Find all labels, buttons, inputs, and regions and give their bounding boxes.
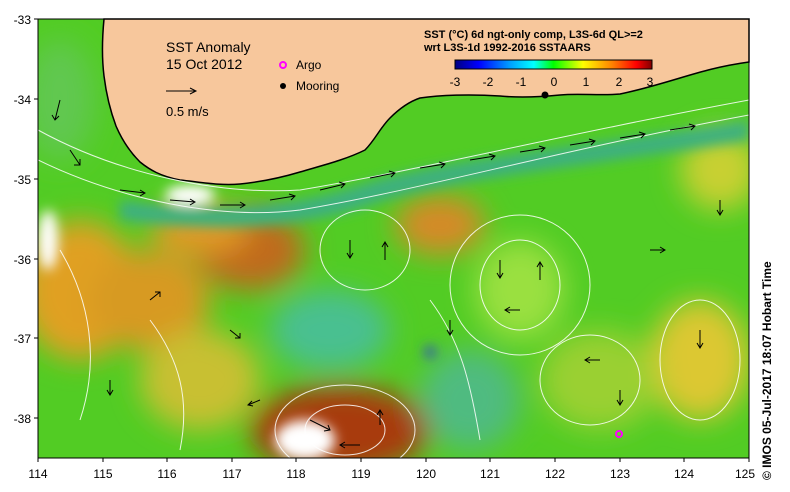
colorbar-tick-label: 3 xyxy=(647,75,654,89)
x-tick-label: 121 xyxy=(480,467,500,481)
velocity-scale: 0.5 m/s xyxy=(166,87,209,119)
x-axis-labels: 114 115 116 117 118 119 120 121 122 123 … xyxy=(28,467,755,481)
colorbar-title-line1: SST (°C) 6d ngt-only comp, L3S-6d QL>=2 xyxy=(424,29,643,41)
y-tick-label: -33 xyxy=(14,13,32,27)
colorbar-tick-label: -3 xyxy=(450,75,461,89)
y-tick-label: -37 xyxy=(14,332,32,346)
legend-argo-label: Argo xyxy=(296,58,322,72)
x-tick-label: 124 xyxy=(674,467,694,481)
x-tick-label: 125 xyxy=(735,467,755,481)
colorbar-gradient xyxy=(454,59,653,70)
y-tick-label: -38 xyxy=(14,412,32,426)
argo-float-marker xyxy=(615,430,623,438)
x-tick-label: 123 xyxy=(610,467,630,481)
x-tick-label: 117 xyxy=(222,467,241,481)
y-tick-label: -35 xyxy=(14,173,32,187)
colorbar-tick-label: -2 xyxy=(483,75,494,89)
colorbar-tick-label: -1 xyxy=(516,75,527,89)
x-tick-label: 116 xyxy=(157,467,176,481)
velocity-vectors xyxy=(51,99,724,449)
ssh-contours xyxy=(38,99,749,458)
arrow-right-icon xyxy=(166,87,198,95)
colorbar-tick-label: 1 xyxy=(583,75,590,89)
x-tick-label: 122 xyxy=(545,467,565,481)
colorbar: SST (°C) 6d ngt-only comp, L3S-6d QL>=2 … xyxy=(423,29,654,89)
colorbar-tick-label: 2 xyxy=(616,75,623,89)
x-tick-label: 115 xyxy=(93,467,112,481)
y-tick-label: -36 xyxy=(14,253,32,267)
y-axis-labels: -33 -34 -35 -36 -37 -38 xyxy=(14,13,32,426)
axis-tick-marks xyxy=(34,18,750,462)
mooring-legend-icon xyxy=(280,83,286,89)
plot-frame xyxy=(37,18,750,459)
velocity-scale-label: 0.5 m/s xyxy=(166,104,209,119)
map-date: 15 Oct 2012 xyxy=(166,56,242,72)
y-tick-label: -34 xyxy=(14,93,32,107)
x-tick-label: 118 xyxy=(286,467,305,481)
legend: Argo Mooring xyxy=(279,58,339,93)
colorbar-tick-label: 0 xyxy=(551,75,558,89)
colorbar-title-line2: wrt L3S-1d 1992-2016 SSTAARS xyxy=(423,42,591,54)
credit-text: © IMOS 05-Jul-2017 18:07 Hobart Time xyxy=(760,261,774,480)
argo-legend-icon xyxy=(279,61,287,69)
map-title: SST Anomaly xyxy=(166,39,251,55)
x-tick-label: 120 xyxy=(416,467,436,481)
x-tick-label: 119 xyxy=(351,467,370,481)
legend-mooring-label: Mooring xyxy=(296,79,339,93)
mooring-marker xyxy=(541,91,549,99)
x-tick-label: 114 xyxy=(28,467,47,481)
